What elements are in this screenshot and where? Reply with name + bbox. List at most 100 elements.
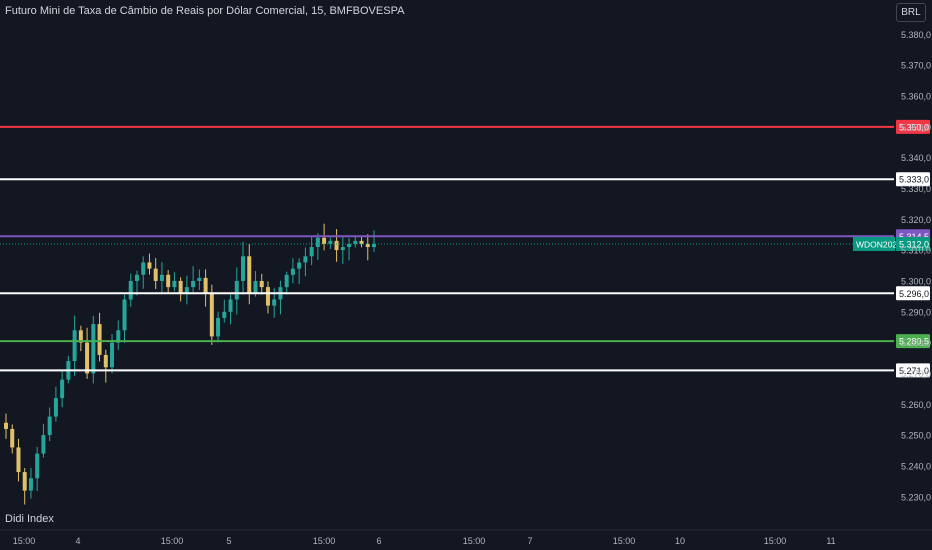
y-tick-label: 5.320,0 [901,215,931,225]
candle-body [290,268,295,275]
level-price-label: 5.314,5 [899,232,929,242]
candle-body [297,262,302,269]
y-tick-label: 5.370,0 [901,61,931,71]
candle-body [303,256,308,263]
y-tick-label: 5.330,0 [901,184,931,194]
x-tick-label: 15:00 [463,536,486,546]
horizontal-levels: 5.350,0 5.333,0 5.314,5 5.296,0 5.280,5 5.271… [0,119,930,378]
symbol-tag-label: WDON2024 [856,239,902,249]
level-price-tag [896,172,930,187]
y-tick-label: 5.230,0 [901,492,931,502]
candle-body [10,428,15,448]
chart-title: Futuro Mini de Taxa de Câmbio de Reais p… [5,5,405,17]
candle-body [85,342,90,374]
level-price-label: 5.271,0 [899,366,929,376]
candle-body [22,472,27,491]
candle-body [91,324,96,374]
y-tick-label: 5.300,0 [901,276,931,286]
candle-body [110,342,115,368]
candle-body [35,453,40,479]
candle-body [322,237,327,244]
candle-body [284,274,289,288]
x-tick-label: 11 [826,536,835,546]
level-price-label: 5.296,0 [899,289,929,299]
level-price-tag [896,286,930,301]
candle-body [309,247,314,257]
candle-body [178,280,183,294]
x-tick-label: 6 [376,536,381,546]
candle-body [228,299,233,312]
level-price-tag [896,119,930,134]
currency-button[interactable]: BRL [896,3,926,22]
candle-body [247,256,252,294]
y-tick-label: 5.260,0 [901,400,931,410]
candle-body [253,280,258,294]
x-tick-label: 4 [75,536,80,546]
candle-body [203,277,208,294]
candle-body [222,311,227,318]
x-tick-label: 15:00 [313,536,336,546]
level-price-label: 5.333,0 [899,175,929,185]
level-price-tag [896,363,930,378]
candle-body [60,379,65,399]
candle-body [103,354,108,368]
candle-body [234,280,239,300]
x-tick-label: 15:00 [161,536,184,546]
candle-body [116,330,121,343]
x-tick-label: 15:00 [13,536,36,546]
candle-body [28,478,33,491]
candle-body [172,280,177,288]
candle-body [359,240,364,244]
candle-body [72,330,77,362]
candle-body [47,416,52,436]
candle-body [372,243,376,248]
y-tick-label: 5.310,0 [901,246,931,256]
time-axis: 15:00 4 15:00 5 15:00 6 15:00 7 15:00 10 15:00 11 [13,536,836,546]
candle-body [4,422,8,429]
y-tick-label: 5.270,0 [901,369,931,379]
candle-body [153,268,158,281]
candle-body [272,299,277,306]
candle-body [259,280,264,288]
candle-body [340,247,345,251]
candle-body [128,280,133,300]
candle-body [365,243,370,248]
y-tick-label: 5.380,0 [901,30,931,40]
x-tick-label: 5 [226,536,231,546]
level-price-label: 5.280,5 [899,337,929,347]
x-tick-label: 15:00 [764,536,787,546]
candle-body [334,240,339,251]
price-axis: 5.380,0 5.370,0 5.360,0 5.350,0 5.340,0 5.330… [901,30,931,502]
y-tick-label: 5.290,0 [901,307,931,317]
y-tick-label: 5.350,0 [901,122,931,132]
y-tick-label: 5.360,0 [901,91,931,101]
y-tick-label: 5.340,0 [901,153,931,163]
candle-body [328,240,333,244]
x-tick-label: 7 [527,536,532,546]
candle-body [41,435,46,454]
candle-body [159,274,164,281]
level-price-tag [896,334,930,349]
candle-body [315,237,320,248]
candle-body [241,256,246,281]
candle-body [184,287,189,294]
x-tick-label: 15:00 [613,536,636,546]
y-tick-label: 5.250,0 [901,431,931,441]
candle-body [197,277,202,281]
candle-body [209,293,214,337]
candlesticks [4,223,376,505]
candle-body [16,447,21,473]
candle-body [53,398,58,417]
last-price-label: 5.312,0 [899,239,929,249]
x-tick-label: 10 [675,536,685,546]
y-tick-label: 5.280,0 [901,338,931,348]
candle-body [191,280,196,288]
candle-body [216,317,221,337]
candle-body [347,243,352,248]
symbol-tag [853,236,895,251]
candle-body [78,330,83,343]
y-tick-label: 5.240,0 [901,461,931,471]
candle-body [166,274,171,288]
indicator-label: Didi Index [5,513,54,525]
